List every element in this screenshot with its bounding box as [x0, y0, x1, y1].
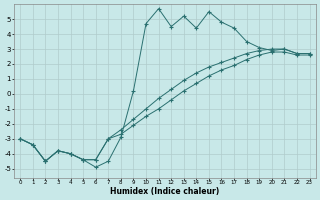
X-axis label: Humidex (Indice chaleur): Humidex (Indice chaleur)	[110, 187, 220, 196]
